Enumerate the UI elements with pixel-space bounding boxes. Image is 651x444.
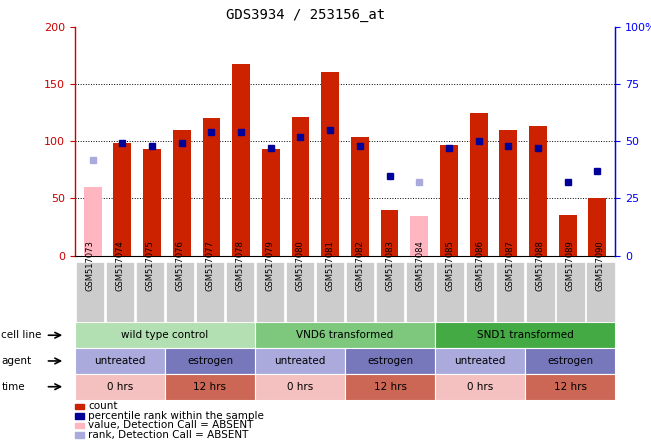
Bar — [173, 130, 191, 256]
Text: GSM517081: GSM517081 — [326, 241, 335, 291]
Text: count: count — [88, 401, 118, 411]
Text: untreated: untreated — [274, 356, 326, 366]
Text: GSM517080: GSM517080 — [296, 241, 305, 291]
Text: 0 hrs: 0 hrs — [107, 382, 133, 392]
Bar — [322, 72, 339, 256]
Text: GSM517086: GSM517086 — [476, 240, 484, 291]
Text: estrogen: estrogen — [367, 356, 413, 366]
Text: GSM517079: GSM517079 — [266, 241, 275, 291]
Bar — [440, 145, 458, 256]
Text: cell line: cell line — [1, 330, 42, 340]
Text: 12 hrs: 12 hrs — [193, 382, 227, 392]
Text: 12 hrs: 12 hrs — [374, 382, 407, 392]
Text: GSM517083: GSM517083 — [385, 240, 395, 291]
Text: untreated: untreated — [94, 356, 146, 366]
Text: 12 hrs: 12 hrs — [553, 382, 587, 392]
Text: GSM517078: GSM517078 — [236, 240, 245, 291]
Text: GSM517085: GSM517085 — [445, 241, 454, 291]
Bar — [113, 143, 132, 256]
Text: value, Detection Call = ABSENT: value, Detection Call = ABSENT — [88, 420, 253, 431]
Bar — [143, 149, 161, 256]
Bar — [381, 210, 398, 256]
Text: SND1 transformed: SND1 transformed — [477, 330, 574, 340]
Text: GSM517074: GSM517074 — [115, 241, 124, 291]
Text: GSM517084: GSM517084 — [415, 241, 424, 291]
Text: GSM517082: GSM517082 — [355, 241, 365, 291]
Bar — [232, 64, 250, 256]
Bar — [262, 149, 280, 256]
Text: agent: agent — [1, 356, 31, 366]
Bar — [75, 432, 85, 438]
Bar — [75, 404, 85, 409]
Text: GDS3934 / 253156_at: GDS3934 / 253156_at — [227, 8, 385, 22]
Text: untreated: untreated — [454, 356, 506, 366]
Text: 0 hrs: 0 hrs — [287, 382, 313, 392]
Bar — [84, 187, 102, 256]
Text: 0 hrs: 0 hrs — [467, 382, 493, 392]
Text: estrogen: estrogen — [187, 356, 233, 366]
Text: rank, Detection Call = ABSENT: rank, Detection Call = ABSENT — [88, 430, 249, 440]
Text: VND6 transformed: VND6 transformed — [296, 330, 394, 340]
Text: estrogen: estrogen — [547, 356, 593, 366]
Bar — [75, 423, 85, 428]
Text: GSM517089: GSM517089 — [566, 241, 575, 291]
Text: GSM517090: GSM517090 — [596, 241, 605, 291]
Text: GSM517087: GSM517087 — [506, 240, 515, 291]
Text: wild type control: wild type control — [121, 330, 208, 340]
Bar — [499, 130, 518, 256]
Text: GSM517073: GSM517073 — [85, 240, 94, 291]
Bar — [559, 214, 577, 256]
Bar — [589, 198, 606, 256]
Text: GSM517088: GSM517088 — [536, 240, 545, 291]
Bar — [351, 137, 368, 256]
Bar — [202, 118, 220, 256]
Text: time: time — [1, 382, 25, 392]
Bar — [470, 113, 488, 256]
Text: GSM517075: GSM517075 — [145, 241, 154, 291]
Bar — [292, 117, 309, 256]
Bar — [410, 216, 428, 256]
Text: GSM517076: GSM517076 — [175, 240, 184, 291]
Bar — [75, 413, 85, 419]
Bar — [529, 126, 547, 256]
Text: percentile rank within the sample: percentile rank within the sample — [88, 411, 264, 421]
Text: GSM517077: GSM517077 — [206, 240, 214, 291]
